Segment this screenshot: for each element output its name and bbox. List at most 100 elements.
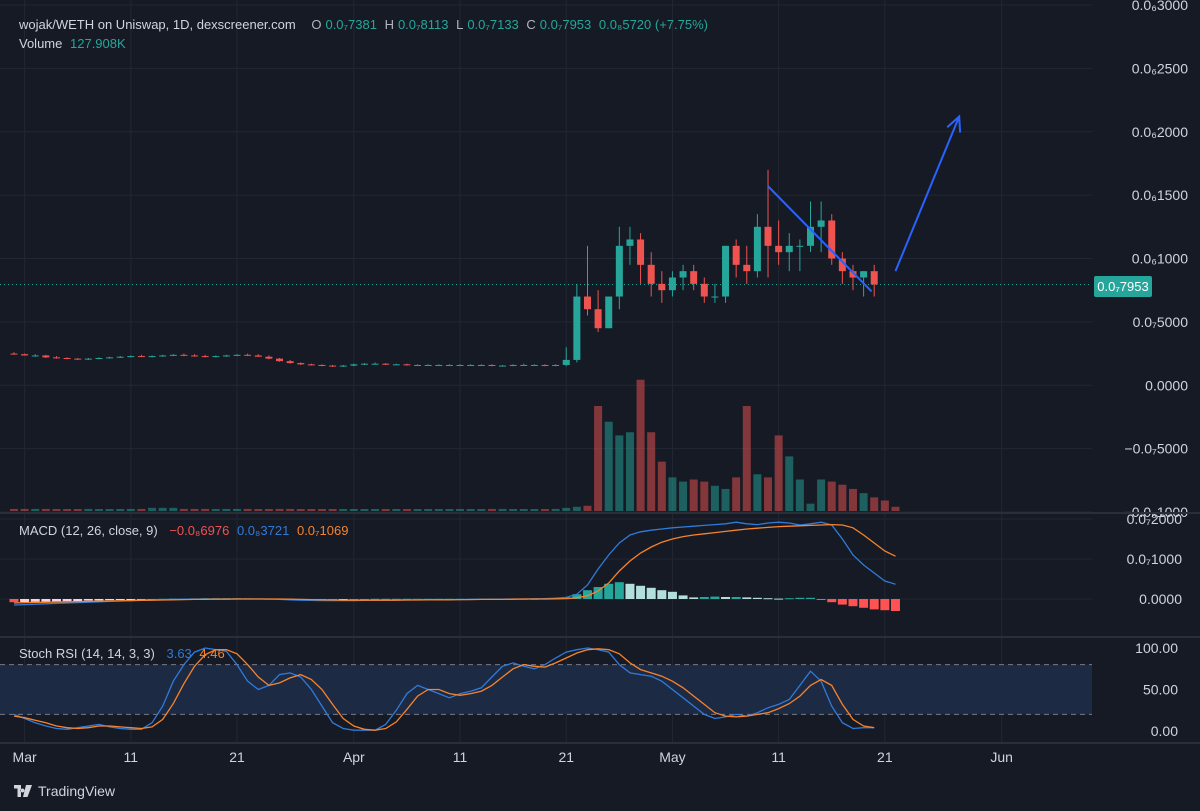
stoch-label: Stoch RSI (14, 14, 3, 3) [19,646,155,661]
candle-body [254,355,262,357]
macd-histogram-bar [848,599,858,607]
volume-bar [477,509,486,511]
macd-hist-value: −0.0₈6976 [169,523,230,538]
macd-histogram-bar [572,594,582,599]
macd-histogram-bar [381,598,391,600]
volume-bar [424,509,433,511]
volume-bar [615,435,624,511]
candle-body [562,359,570,365]
volume-bar [296,509,305,511]
macd-histogram-bar [94,599,104,601]
macd-histogram-bar [105,599,115,601]
macd-histogram-bar [795,597,805,599]
axis-labels: 0.0₆3000 0.0₆2500 0.0₆2000 0.0₆1500 0.0₆1000… [13,0,1189,765]
volume-bar [572,506,581,511]
macd-histogram-bar [73,599,83,601]
macd-histogram-bar [667,591,677,599]
candle-body [679,271,687,278]
volume-bar [806,503,815,511]
volume-label: Volume [19,36,63,51]
candle-body [339,365,347,367]
volume-bar [179,508,188,511]
candle-body [63,357,71,359]
time-axis-tick: 21 [877,749,893,765]
volume-bar [689,479,698,511]
volume-bar [636,379,645,511]
macd-signal-value: 0.0₇1069 [296,523,349,538]
candle-body [637,239,645,265]
stoch-k-line [13,647,875,731]
candle-body [10,353,18,355]
candle-body [467,364,475,366]
macd-histogram-bar [115,599,125,600]
macd-histogram-bar [699,597,709,599]
candle-body [732,245,740,265]
volume-bar [583,505,592,511]
time-axis-tick: 11 [124,749,139,765]
candle-body [127,356,135,358]
volume-bar [498,508,507,511]
volume-bar [604,421,613,511]
candle-body [520,364,528,366]
volume-bar [817,479,826,511]
candle-body [424,364,432,366]
candle-body [870,271,878,285]
candle-body [711,296,719,298]
candle-body [360,363,368,365]
macd-histogram-bar [710,596,720,599]
candle-body [722,245,730,297]
macd-histogram-bar [62,599,72,602]
candle-body [615,245,623,297]
macd-line-value: 0.0₈3721 [236,523,290,538]
volume-bar [63,509,72,511]
macd-signal-line [13,523,896,604]
candle-body [233,354,241,356]
volume-bar [52,509,61,511]
price-legend: wojak/WETH on Uniswap, 1D, dexscreener.c… [19,17,708,32]
volume-bar [827,481,836,511]
macd-histogram-bar [689,597,699,599]
panel-separators[interactable] [0,512,1200,744]
macd-histogram-bar [827,599,837,603]
time-axis-tick: Mar [13,749,37,765]
macd-histogram-bar [83,599,93,601]
volume-bar [317,509,326,511]
candle-body [605,296,613,329]
volume-bar [381,509,390,511]
high-value: 0.0₇8113 [397,17,449,32]
price-axis-tick: 0.0₆2500 [1132,60,1188,76]
candle-body [477,364,485,366]
volume-bar [519,509,528,511]
volume-bar [243,508,252,511]
drawings[interactable] [767,114,962,293]
macd-histogram-bar [338,599,348,600]
trendline [767,185,873,293]
volume-bar [360,509,369,511]
macd-axis-tick: 0.0₇1000 [1127,551,1183,567]
footer-brand[interactable]: TradingView [14,783,115,799]
volume-bar [530,509,539,511]
price-candles[interactable] [10,169,878,367]
volume-bar [562,507,571,511]
macd-histogram-bar [20,599,30,602]
macd-axis-tick: 0.0000 [1139,591,1182,607]
candle-body [764,226,772,246]
volume-bar [434,509,443,511]
time-axis-tick: 11 [771,749,786,765]
macd-histogram-bar [721,597,731,599]
time-axis-tick: 21 [558,749,574,765]
candle-body [743,264,751,272]
candle-body [435,364,443,366]
volume-bar [41,508,50,511]
macd-histogram-bar [806,597,815,599]
macd-histogram-bar [763,598,773,600]
candle-body [509,364,517,366]
candle-body [530,364,538,366]
candle-body [222,355,230,357]
volume-bar [742,406,751,511]
candle-body [276,358,283,362]
volume-bar [31,508,40,511]
candle-body [541,364,549,366]
macd-histogram-bar [774,598,784,600]
